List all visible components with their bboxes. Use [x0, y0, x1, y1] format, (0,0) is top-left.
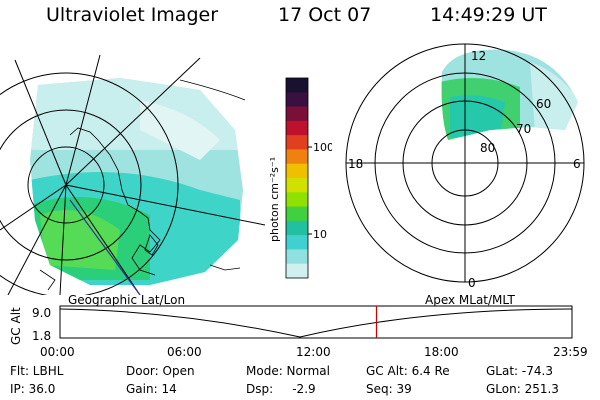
altitude-axis-label: GC Alt [9, 307, 23, 345]
mlt-label-0: 0 [468, 276, 476, 290]
colorbar-segment [286, 178, 308, 193]
seq-value: Seq: 39 [366, 382, 412, 396]
colorbar-segment [286, 235, 308, 250]
instrument-title: Ultraviolet Imager [46, 4, 219, 26]
dsp-value: Dsp: -2.9 [246, 382, 316, 396]
colorbar-segment [286, 149, 308, 165]
altitude-tick-low: 1.8 [32, 329, 51, 343]
gc-alt-value: GC Alt: 6.4 Re [366, 364, 450, 378]
door-value: Door: Open [126, 364, 195, 378]
gain-value: Gain: 14 [126, 382, 177, 396]
polar-emission-image [441, 49, 578, 140]
image-time: 14:49:29 UT [430, 4, 547, 26]
geographic-map-label: Geographic Lat/Lon [68, 293, 186, 307]
orbit-track [69, 199, 141, 295]
colorbar-segment [286, 263, 308, 279]
mlt-label-18: 18 [348, 157, 363, 171]
geographic-map [0, 54, 266, 295]
colorbar-segment [286, 120, 308, 136]
magnetic-polar-plot: 12 18 6 0 60 70 80 [345, 43, 585, 290]
mlat-label-80: 80 [480, 141, 495, 155]
filter-value: Flt: LBHL [10, 364, 64, 378]
ip-value: IP: 36.0 [10, 382, 56, 396]
colorbar: 100 10 photon cm⁻²s⁻¹ [268, 77, 332, 279]
colorbar-segment [286, 249, 308, 265]
colorbar-segment [286, 106, 308, 122]
polar-grid [345, 43, 585, 283]
glon-value: GLon: 251.3 [486, 382, 559, 396]
time-tick-2359: 23:59 [553, 345, 588, 359]
time-tick-1200: 12:00 [296, 345, 331, 359]
mode-value: Mode: Normal [246, 364, 330, 378]
colorbar-segment [286, 192, 308, 208]
colorbar-tick-10: 10 [313, 228, 327, 241]
mlt-label-12: 12 [471, 49, 486, 63]
glat-value: GLat: -74.3 [486, 364, 553, 378]
time-tick-0000: 00:00 [40, 345, 75, 359]
colorbar-unit-label: photon cm⁻²s⁻¹ [268, 157, 281, 242]
colorbar-segment [286, 163, 308, 179]
colorbar-segment [286, 220, 308, 236]
colorbar-segment [286, 78, 308, 93]
colorbar-segment [286, 92, 308, 108]
time-tick-0600: 06:00 [167, 345, 202, 359]
lat-lon-grid [0, 54, 266, 295]
altitude-plot: GC Alt 9.0 1.8 00:00 06:00 12:00 18:00 2… [9, 305, 588, 359]
colorbar-gradient [286, 78, 308, 279]
auroral-emission-image [30, 78, 243, 285]
altitude-tick-high: 9.0 [32, 306, 51, 320]
time-tick-1800: 18:00 [424, 345, 459, 359]
polar-plot-label: Apex MLat/MLT [425, 293, 515, 307]
altitude-plot-frame [59, 305, 573, 339]
colorbar-tick-100: 100 [313, 141, 332, 154]
mlat-label-60: 60 [536, 97, 551, 111]
colorbar-segment [286, 206, 308, 222]
image-date: 17 Oct 07 [278, 4, 372, 26]
colorbar-segment [286, 135, 308, 150]
altitude-curve [59, 308, 573, 338]
mlat-label-70: 70 [516, 122, 531, 136]
mlt-label-6: 6 [573, 157, 581, 171]
coastlines [39, 79, 246, 291]
